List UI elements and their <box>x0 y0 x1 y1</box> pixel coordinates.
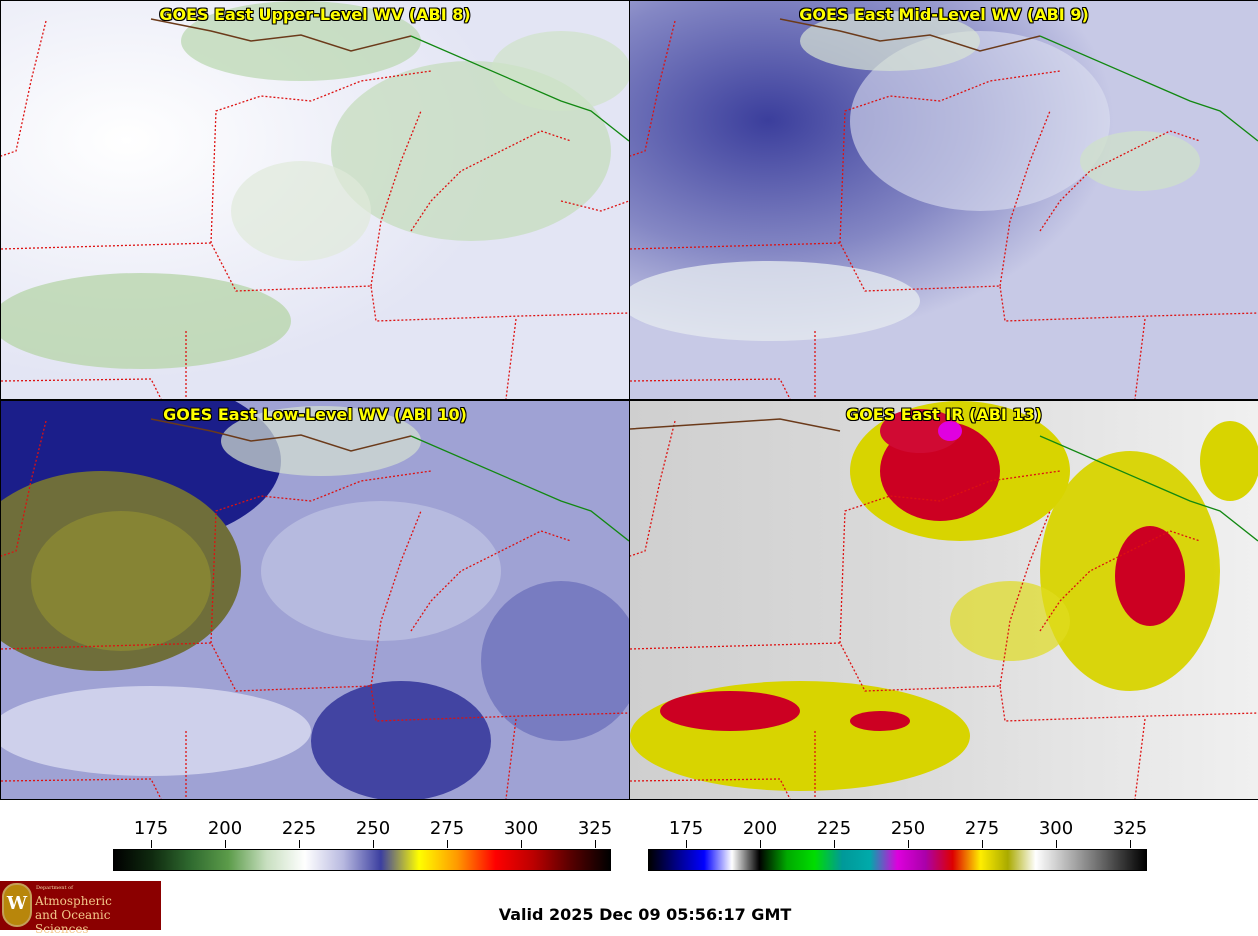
ir-tick-label: 175 <box>668 818 704 839</box>
ir-colorbar <box>648 849 1147 871</box>
panel-low-level-wv: GOES East Low-Level WV (ABI 10) <box>0 400 630 800</box>
upper-level-wv-image <box>1 1 629 399</box>
wv-tick-mark <box>521 840 522 848</box>
wv-tick-label: 200 <box>207 818 243 839</box>
ir-tick-label: 200 <box>742 818 778 839</box>
wv-colorbar <box>113 849 611 871</box>
wv-tick-mark <box>447 840 448 848</box>
panel-ir: GOES East IR (ABI 13) <box>629 400 1258 800</box>
ir-tick-mark <box>908 840 909 848</box>
panel-title: GOES East Mid-Level WV (ABI 9) <box>799 5 1089 24</box>
logo-line-1: Atmospheric <box>35 894 112 908</box>
low-level-wv-image <box>1 401 629 799</box>
wv-tick-label: 250 <box>355 818 391 839</box>
ir-tick-label: 225 <box>816 818 852 839</box>
wv-tick-mark <box>595 840 596 848</box>
ir-tick-label: 250 <box>890 818 926 839</box>
wv-tick-label: 275 <box>429 818 465 839</box>
logo-dept-label: Department of <box>36 885 73 891</box>
wv-tick-label: 225 <box>281 818 317 839</box>
panel-title: GOES East Upper-Level WV (ABI 8) <box>159 5 471 24</box>
ir-tick-mark <box>686 840 687 848</box>
ir-tick-label: 325 <box>1112 818 1148 839</box>
wv-tick-mark <box>299 840 300 848</box>
wv-tick-label: 175 <box>133 818 169 839</box>
wv-tick-mark <box>225 840 226 848</box>
uw-aos-logo: W Department of Atmospheric and Oceanic … <box>0 881 161 936</box>
ir-tick-label: 300 <box>1038 818 1074 839</box>
wv-tick-mark <box>151 840 152 848</box>
panel-title: GOES East IR (ABI 13) <box>845 405 1043 424</box>
mid-level-wv-image <box>630 1 1258 399</box>
ir-tick-label: 275 <box>964 818 1000 839</box>
panel-upper-level-wv: GOES East Upper-Level WV (ABI 8) <box>0 0 630 400</box>
panel-title: GOES East Low-Level WV (ABI 10) <box>163 405 467 424</box>
ir-tick-mark <box>1130 840 1131 848</box>
ir-image <box>630 401 1258 799</box>
wv-tick-label: 325 <box>577 818 613 839</box>
ir-tick-mark <box>1056 840 1057 848</box>
wv-tick-label: 300 <box>503 818 539 839</box>
ir-tick-mark <box>760 840 761 848</box>
valid-time: Valid 2025 Dec 09 05:56:17 GMT <box>498 905 792 924</box>
ir-tick-mark <box>982 840 983 848</box>
panel-mid-level-wv: GOES East Mid-Level WV (ABI 9) <box>629 0 1258 400</box>
wv-tick-mark <box>373 840 374 848</box>
ir-tick-mark <box>834 840 835 848</box>
uw-crest-icon: W <box>2 883 32 927</box>
